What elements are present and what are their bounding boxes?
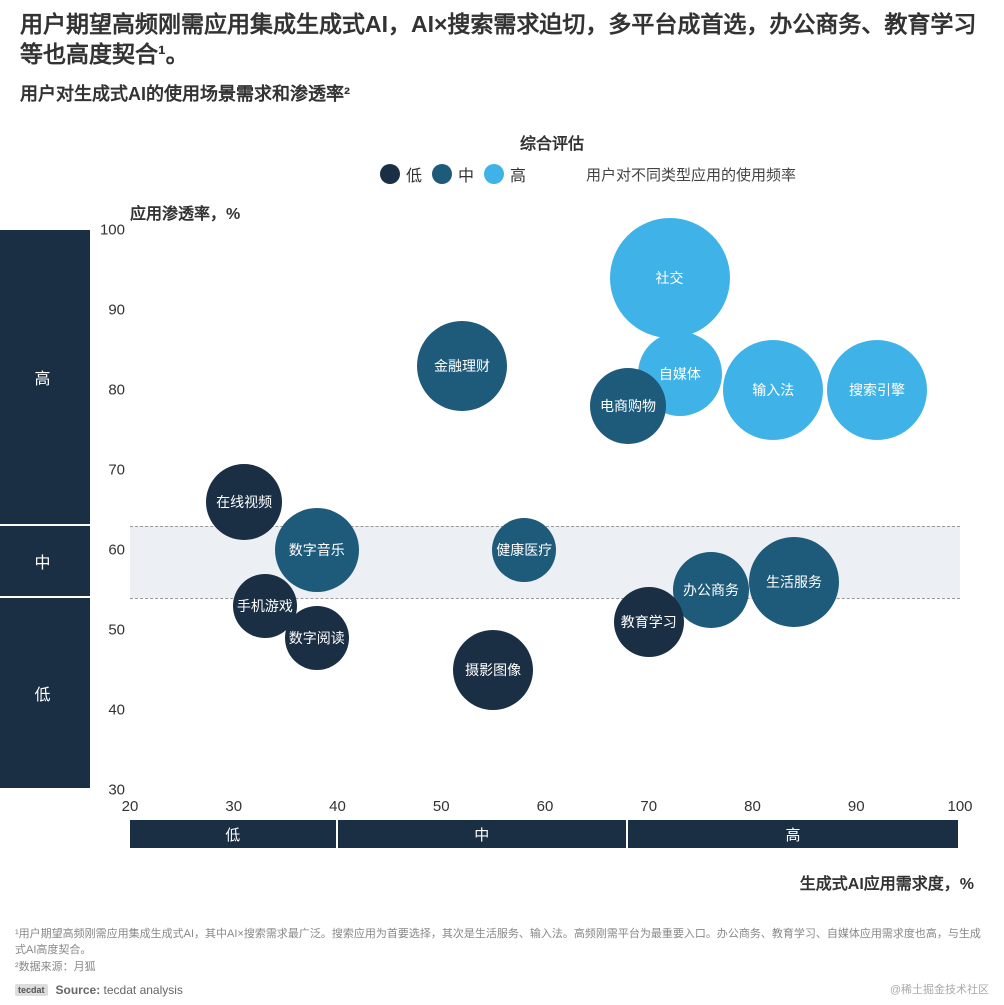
y-tick-label: 60: [90, 542, 125, 559]
bubble: 数字阅读: [285, 606, 349, 670]
x-tick-label: 20: [122, 798, 139, 815]
bubble: 办公商务: [673, 552, 749, 628]
legend-item: 低: [380, 162, 422, 186]
source-badge: tecdat: [15, 984, 48, 996]
x-tick-label: 100: [947, 798, 972, 815]
footnote-2: ²数据来源：月狐: [15, 959, 989, 976]
y-category-band: 低: [0, 598, 90, 790]
legend-dot-icon: [432, 164, 452, 184]
x-tick-label: 80: [744, 798, 761, 815]
y-tick-label: 100: [90, 222, 125, 239]
legend-item-label: 中: [458, 162, 474, 186]
y-category-band: 高: [0, 230, 90, 526]
legend-item-label: 高: [510, 162, 526, 186]
legend-title: 综合评估: [520, 130, 964, 154]
bubble: 输入法: [723, 340, 823, 440]
bubble-chart: 304050607080901002030405060708090100低中高高…: [130, 230, 960, 790]
source-line: tecdat Source: tecdat analysis: [15, 983, 183, 997]
bubble: 生活服务: [749, 537, 839, 627]
x-tick-label: 90: [848, 798, 865, 815]
legend-dot-icon: [380, 164, 400, 184]
footnotes: ¹用户期望高频刚需应用集成生成式AI，其中AI×搜索需求最广泛。搜索应用为首要选…: [15, 926, 989, 976]
y-tick-label: 90: [90, 302, 125, 319]
watermark: @稀土掘金技术社区: [890, 981, 989, 997]
bubble: 摄影图像: [453, 630, 533, 710]
x-tick-label: 60: [537, 798, 554, 815]
y-tick-label: 50: [90, 622, 125, 639]
y-tick-label: 70: [90, 462, 125, 479]
x-category-band: 高: [628, 820, 960, 848]
legend: 综合评估 低 中 高 用户对不同类型应用的使用频率: [380, 130, 964, 186]
legend-item: 中: [432, 162, 474, 186]
bubble: 数字音乐: [275, 508, 359, 592]
x-tick-label: 70: [640, 798, 657, 815]
x-tick-label: 30: [225, 798, 242, 815]
y-category-band: 中: [0, 526, 90, 598]
bubble: 电商购物: [590, 368, 666, 444]
chart-subtitle: 用户对生成式AI的使用场景需求和渗透率²: [0, 75, 1004, 116]
footnote-1: ¹用户期望高频刚需应用集成生成式AI，其中AI×搜索需求最广泛。搜索应用为首要选…: [15, 926, 989, 959]
bubble: 在线视频: [206, 464, 282, 540]
x-category-band: 低: [130, 820, 338, 848]
bubble: 教育学习: [614, 587, 684, 657]
bubble: 社交: [610, 218, 730, 338]
y-tick-label: 40: [90, 702, 125, 719]
x-axis-title: 生成式AI应用需求度，%: [800, 870, 974, 894]
y-axis-title: 应用渗透率，%: [130, 200, 240, 224]
legend-frequency-label: 用户对不同类型应用的使用频率: [586, 164, 796, 185]
legend-row: 低 中 高 用户对不同类型应用的使用频率: [380, 162, 964, 186]
legend-item-label: 低: [406, 162, 422, 186]
page-title: 用户期望高频刚需应用集成生成式AI，AI×搜索需求迫切，多平台成首选，办公商务、…: [0, 0, 1004, 75]
x-category-band: 中: [338, 820, 629, 848]
source-value: tecdat analysis: [104, 983, 183, 997]
bubble: 金融理财: [417, 321, 507, 411]
x-tick-label: 50: [433, 798, 450, 815]
y-tick-label: 30: [90, 782, 125, 799]
bubble: 搜索引擎: [827, 340, 927, 440]
source-label: Source:: [56, 983, 101, 997]
legend-item: 高: [484, 162, 526, 186]
x-tick-label: 40: [329, 798, 346, 815]
bubble: 健康医疗: [492, 518, 556, 582]
legend-dot-icon: [484, 164, 504, 184]
y-tick-label: 80: [90, 382, 125, 399]
